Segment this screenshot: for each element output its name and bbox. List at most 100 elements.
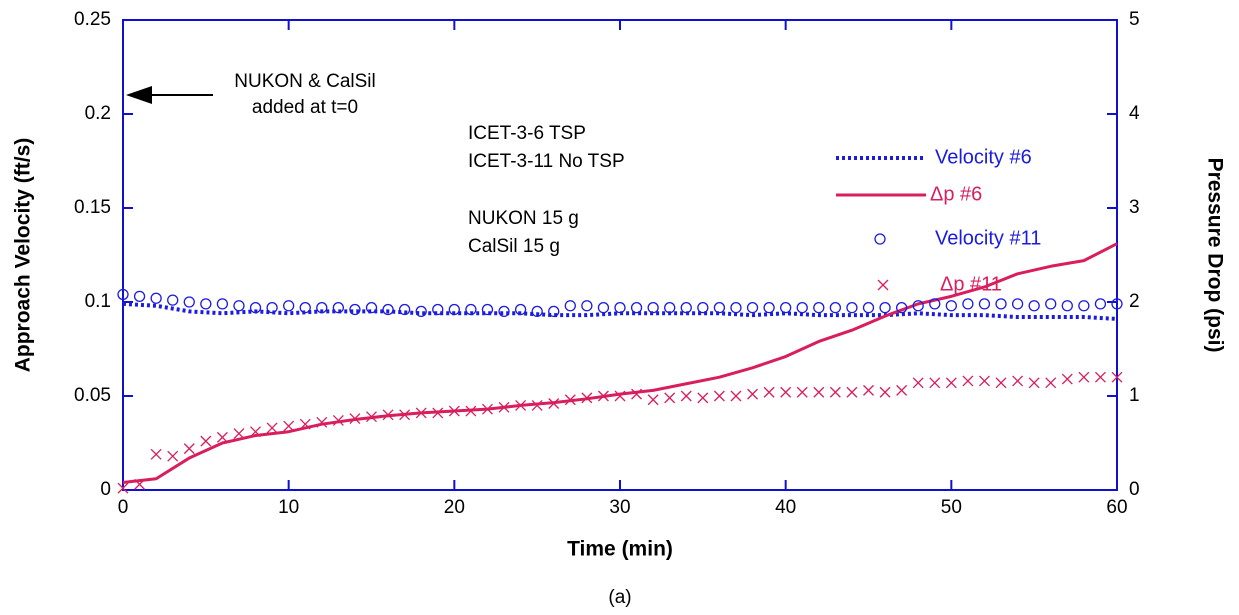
annotation: NUKON & CalSil [234,71,375,92]
marker [862,301,875,314]
marker [713,390,725,402]
x-tick-label: 20 [444,497,465,518]
marker [614,301,626,314]
marker [1111,371,1123,383]
marker [995,298,1007,310]
legend-label: Velocity #11 [935,227,1041,249]
marker [780,386,792,398]
marker [133,290,146,303]
marker [249,301,262,314]
marker [697,392,709,404]
marker [895,301,908,314]
marker [597,390,609,402]
marker [829,386,841,398]
marker [216,298,229,310]
marker [481,303,494,316]
marker [747,388,758,400]
marker [796,301,808,314]
annotation: NUKON 15 g [468,208,579,229]
series-line [122,242,1118,484]
marker [183,443,195,455]
marker [382,303,394,316]
marker [349,303,361,316]
marker [548,398,560,409]
y2-tick-label: 4 [1129,103,1140,124]
marker [531,399,543,411]
marker [365,301,378,314]
marker [250,426,261,438]
marker [597,301,610,314]
marker [763,386,775,398]
marker [1012,375,1024,387]
marker [167,294,179,306]
x-axis-title: Time (min) [567,538,673,561]
marker [813,386,825,398]
annotation: ICET-3-6 TSP [468,123,586,144]
marker [515,399,527,411]
marker [316,416,328,428]
legend-swatch [877,279,889,291]
marker [581,300,593,312]
marker [564,394,576,406]
marker [730,390,742,402]
marker [432,407,444,419]
y-tick-label: 0.2 [85,103,111,124]
marker [233,300,245,312]
marker [117,288,129,301]
marker [200,435,212,447]
marker [332,301,345,314]
marker [332,414,344,426]
series-line [122,301,1118,321]
marker [1111,298,1123,310]
marker [531,305,543,318]
marker [415,305,427,318]
marker [1011,298,1024,310]
y2-axis-title: Pressure Drop (psi) [1203,158,1226,353]
marker [829,301,842,314]
marker [614,390,626,402]
marker [1028,377,1040,389]
marker [316,301,328,314]
marker [233,428,245,440]
marker [945,377,957,389]
marker [863,384,874,396]
marker [266,422,278,434]
marker [697,301,709,314]
marker [150,292,162,304]
marker [432,303,444,316]
y2-tick-label: 2 [1129,291,1140,312]
marker [912,377,924,389]
x-tick-label: 0 [118,497,129,518]
marker [150,448,162,460]
marker [283,420,295,432]
marker [167,450,179,462]
marker [763,301,775,314]
y-tick-label: 0 [100,479,111,500]
marker [664,301,676,314]
marker [813,301,825,314]
marker [780,301,792,314]
marker [1061,373,1073,385]
marker [299,301,311,314]
marker [382,409,394,421]
marker [548,305,560,318]
caption: (a) [608,587,631,608]
marker [514,303,527,316]
marker [399,409,411,421]
marker [680,301,692,314]
marker [498,305,510,318]
marker [1045,298,1057,310]
x-tick-label: 50 [941,497,962,518]
y-tick-label: 0.05 [74,385,111,406]
y-axis-title: Approach Velocity (ft/s) [12,138,35,373]
marker [448,303,460,316]
marker [349,413,361,425]
marker [846,386,858,398]
marker [647,301,659,314]
marker [465,405,477,417]
marker [448,405,460,417]
marker [929,377,941,389]
marker [713,301,726,314]
marker [730,301,742,314]
